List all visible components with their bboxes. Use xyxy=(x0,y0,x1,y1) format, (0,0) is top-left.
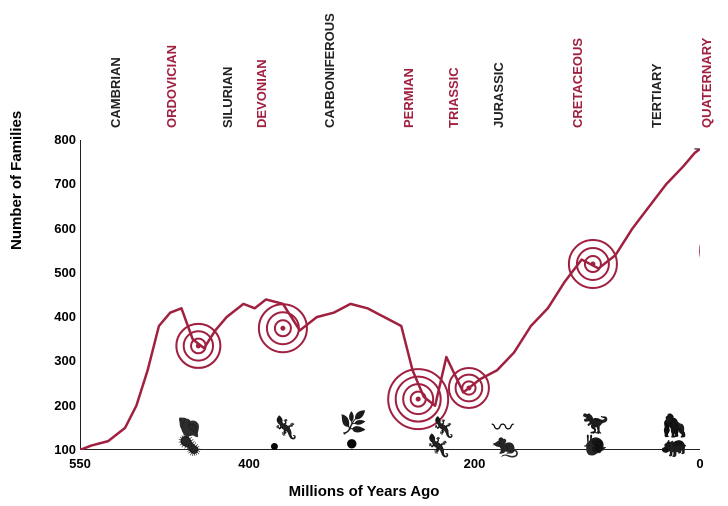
organism-icon: 🦛 xyxy=(661,435,688,457)
extinction-chart: Number of Families Millions of Years Ago… xyxy=(0,0,728,506)
y-tick: 800 xyxy=(36,132,76,147)
y-tick: 700 xyxy=(36,176,76,191)
period-label: TERTIARY xyxy=(649,63,664,128)
period-label: QUATERNARY xyxy=(699,38,714,128)
y-tick: 400 xyxy=(36,309,76,324)
period-label: DEVONIAN xyxy=(254,59,269,128)
plot-area xyxy=(80,140,700,450)
period-label: PERMIAN xyxy=(401,68,416,128)
organism-icon: 🦎 xyxy=(424,435,451,457)
period-label: SILURIAN xyxy=(220,67,235,128)
organism-icon: 🐀 xyxy=(492,435,519,457)
organism-icon: ● xyxy=(345,432,358,454)
period-label: CRETACEOUS xyxy=(570,38,585,128)
y-tick: 500 xyxy=(36,265,76,280)
organism-icon: • xyxy=(270,433,279,459)
x-tick: 0 xyxy=(670,456,728,471)
period-label: TRIASSIC xyxy=(446,67,461,128)
period-label: ORDOVICIAN xyxy=(164,45,179,128)
organism-icon: 🦠 xyxy=(177,436,202,456)
y-tick: 600 xyxy=(36,221,76,236)
y-tick: 200 xyxy=(36,398,76,413)
y-tick: 100 xyxy=(36,442,76,457)
y-tick: 300 xyxy=(36,353,76,368)
organism-icon: 🐌 xyxy=(583,436,608,456)
period-label: JURASSIC xyxy=(491,62,506,128)
period-label: CARBONIFEROUS xyxy=(322,13,337,128)
organism-icon: 🦖 xyxy=(582,412,609,434)
x-tick: 200 xyxy=(445,456,505,471)
x-tick: 550 xyxy=(50,456,110,471)
y-axis-label: Number of Families xyxy=(8,111,25,250)
period-label: CAMBRIAN xyxy=(108,57,123,128)
x-axis-label: Millions of Years Ago xyxy=(0,483,728,500)
plot-svg xyxy=(80,140,700,450)
